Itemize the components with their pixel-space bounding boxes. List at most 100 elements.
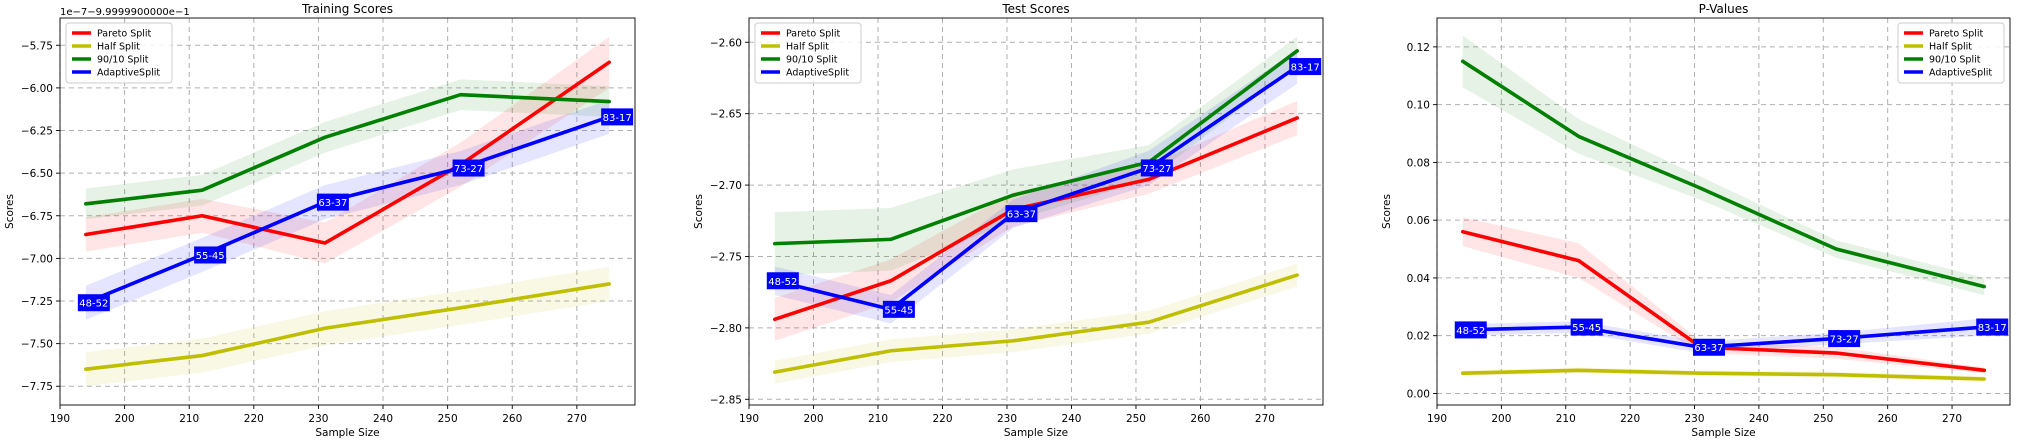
split-label: 48-52: [1456, 326, 1485, 337]
y-tick-label: −2.85: [710, 394, 742, 406]
x-tick-label: 190: [1427, 413, 1447, 425]
y-tick-label: −6.25: [21, 126, 53, 138]
legend-entry: 90/10 Split: [786, 55, 838, 66]
y-axis-label: Scores: [1381, 194, 1393, 229]
y-tick-label: 0.04: [1407, 273, 1431, 285]
confidence-band: [774, 36, 1298, 276]
x-tick-label: 210: [179, 413, 199, 425]
legend-entry: Pareto Split: [97, 29, 152, 40]
split-label-box: [1570, 318, 1603, 336]
y-tick-label: 0.02: [1407, 331, 1430, 343]
axis-offset-text: 1e−7−9.9999900000e−1: [60, 7, 190, 18]
split-label: 48-52: [768, 277, 797, 288]
x-tick-label: 260: [502, 413, 522, 425]
chart-title: Test Scores: [1001, 2, 1069, 16]
split-label-box: [766, 272, 799, 290]
series-line: [772, 49, 1300, 246]
legend-entry: AdaptiveSplit: [97, 68, 160, 79]
x-tick-label: 240: [373, 413, 393, 425]
y-tick-label: −7.50: [21, 339, 53, 351]
x-tick-label: 230: [997, 413, 1017, 425]
subplot-1: 48-52 55-45 63-37 73-27 83-17 190 200 210 220 230…: [4, 2, 636, 439]
split-label: 83-17: [603, 113, 632, 124]
x-tick-label: 270: [1942, 413, 1962, 425]
y-tick-label: −7.75: [21, 381, 53, 393]
split-label-box: [1454, 321, 1487, 339]
legend-entry: Half Split: [97, 42, 140, 53]
x-tick-label: 220: [244, 413, 264, 425]
series-line: [772, 273, 1300, 374]
y-axis-label: Scores: [4, 194, 16, 229]
x-tick-label: 200: [1491, 413, 1511, 425]
confidence-band: [774, 263, 1298, 384]
series-line: [1460, 368, 1987, 381]
series-line: [84, 282, 611, 371]
y-tick-label: −6.50: [21, 168, 53, 180]
x-tick-label: 260: [1190, 413, 1210, 425]
y-tick-label: −2.65: [710, 109, 742, 121]
x-axis-label: Sample Size: [315, 427, 379, 439]
split-label-box: [77, 294, 110, 312]
y-tick-label: 0.10: [1407, 100, 1430, 112]
y-tick-label: −7.00: [21, 253, 53, 265]
confidence-band: [774, 49, 1298, 324]
series-line: [84, 92, 611, 206]
x-tick-label: 250: [1813, 413, 1833, 425]
confidence-band: [85, 36, 610, 264]
x-tick-label: 200: [803, 413, 823, 425]
legend-frame: [65, 22, 173, 84]
y-axis-label: Scores: [693, 194, 705, 229]
y-tick-label: −6.00: [21, 83, 53, 95]
y-tick-label: −2.75: [710, 251, 742, 263]
y-tick-label: −2.60: [710, 37, 742, 49]
x-tick-label: 230: [1685, 413, 1705, 425]
split-label: 73-27: [454, 164, 483, 175]
axes-frame: [748, 17, 1324, 406]
split-label: 63-37: [318, 198, 347, 209]
legend: Pareto Split Half Split 90/10 Split Adaptiv…: [65, 22, 173, 84]
x-tick-label: 250: [438, 413, 458, 425]
split-label: 63-37: [1694, 343, 1723, 354]
split-label: 55-45: [884, 305, 913, 316]
x-tick-label: 270: [567, 413, 587, 425]
x-tick-label: 190: [50, 413, 70, 425]
legend-entry: Half Split: [1929, 42, 1972, 53]
split-label: 55-45: [196, 251, 225, 262]
split-label-box: [1828, 330, 1861, 348]
legend-entry: AdaptiveSplit: [1929, 68, 1992, 79]
x-tick-label: 210: [868, 413, 888, 425]
chart-title: Training Scores: [301, 2, 393, 16]
legend-frame: [754, 22, 862, 84]
y-tick-label: 0.00: [1407, 388, 1430, 400]
x-tick-label: 190: [739, 413, 759, 425]
x-tick-label: 210: [1556, 413, 1576, 425]
split-label: 63-37: [1007, 210, 1036, 221]
legend: Pareto Split Half Split 90/10 Split Adaptiv…: [754, 22, 862, 84]
legend-frame: [1897, 22, 2005, 84]
x-tick-label: 240: [1749, 413, 1769, 425]
x-tick-label: 220: [1620, 413, 1640, 425]
split-label-box: [452, 159, 485, 177]
split-label-box: [1140, 159, 1173, 177]
x-tick-label: 200: [115, 413, 135, 425]
x-tick-label: 220: [932, 413, 952, 425]
x-tick-label: 260: [1878, 413, 1898, 425]
x-tick-label: 240: [1061, 413, 1081, 425]
chart-title: P-Values: [1699, 2, 1749, 16]
split-label-box: [882, 300, 915, 318]
confidence-band: [1462, 217, 1985, 374]
split-label-box: [316, 193, 349, 211]
split-label-box: [1005, 205, 1038, 223]
y-tick-label: −7.25: [21, 296, 53, 308]
legend-entry: 90/10 Split: [97, 55, 149, 66]
legend: Pareto Split Half Split 90/10 Split Adaptiv…: [1897, 22, 2005, 84]
x-axis-label: Sample Size: [1691, 427, 1755, 439]
legend-entry: Half Split: [786, 42, 829, 53]
split-label: 55-45: [1572, 323, 1601, 334]
y-tick-label: −5.75: [21, 40, 53, 52]
x-tick-label: 230: [308, 413, 328, 425]
split-label-box: [1976, 318, 2009, 336]
split-label: 83-17: [1291, 63, 1320, 74]
split-label: 73-27: [1830, 335, 1859, 346]
